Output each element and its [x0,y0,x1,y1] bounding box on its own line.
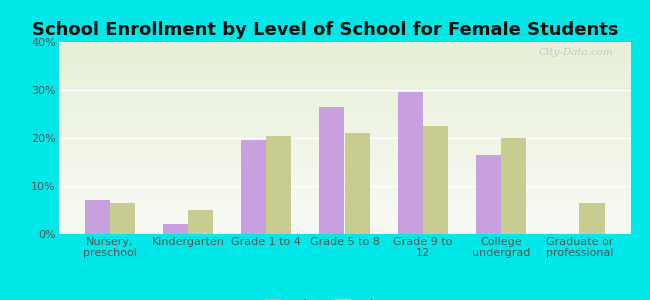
Text: City-Data.com: City-Data.com [539,48,614,57]
Bar [319,107,344,234]
Legend: Foley, Minnesota: Foley, Minnesota [259,294,430,300]
Bar [476,155,501,234]
Bar [162,224,188,234]
Bar [422,126,448,234]
Bar [501,138,526,234]
Bar [241,140,266,234]
Bar [110,203,135,234]
Bar [344,133,370,234]
Bar [188,210,213,234]
Bar [579,203,604,234]
Bar [266,136,291,234]
Bar [84,200,110,234]
Text: School Enrollment by Level of School for Female Students: School Enrollment by Level of School for… [32,21,618,39]
Bar [398,92,423,234]
